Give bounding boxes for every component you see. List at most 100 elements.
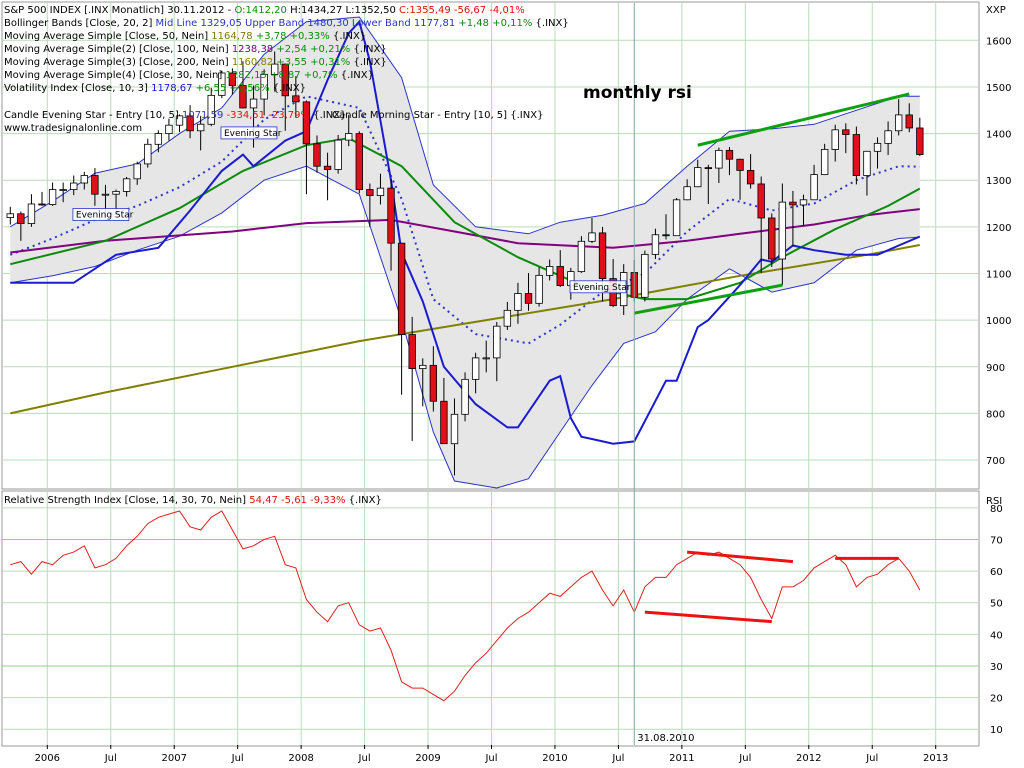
legend-row-values: 1282,15	[225, 70, 270, 81]
rsi-tick-label: 70	[990, 535, 1003, 546]
candle-body	[175, 115, 184, 126]
legend-row: Moving Average Simple [Close, 50, Nein] …	[4, 31, 366, 42]
legend-row-suffix: {.INX}	[333, 31, 366, 42]
candle-body	[810, 174, 818, 201]
candle-body	[101, 193, 110, 196]
candle	[799, 194, 808, 226]
candle	[355, 131, 363, 194]
rsi-tick-label: 30	[990, 662, 1003, 673]
pattern-label-box	[72, 208, 130, 221]
candle	[281, 63, 289, 131]
candle	[48, 182, 57, 206]
candle	[810, 164, 818, 201]
candle	[672, 197, 681, 237]
rsi-pane-frame	[1, 490, 980, 747]
candle-body	[6, 213, 14, 218]
legend-row-name: Moving Average Simple [Close, 50, Nein]	[4, 31, 211, 42]
candle	[588, 217, 596, 244]
candle-body	[281, 63, 289, 97]
candle-body	[408, 334, 416, 370]
legend-row-suffix: {.INX}	[273, 83, 306, 94]
date-marker: 31.08.2010	[633, 3, 695, 745]
price-header-high: H:1434,27	[290, 5, 342, 16]
pattern-label-text: Evening Star	[224, 129, 282, 139]
candle	[789, 190, 797, 247]
candle	[450, 398, 459, 476]
x-tick-label: 2007	[161, 753, 186, 764]
candle	[461, 372, 469, 422]
candle-body	[672, 199, 681, 237]
price-header: S&P 500 INDEX [.INX Monatlich] 30.11.201…	[4, 5, 525, 16]
candle	[122, 176, 131, 197]
pattern-label: Evening Star	[220, 126, 282, 140]
candle-body	[598, 232, 607, 280]
price-header-open: O:1412,20	[234, 5, 286, 16]
candle	[757, 176, 765, 274]
legend-row-change: +6,55 +0,56%	[196, 83, 273, 94]
rsi-series	[10, 510, 921, 702]
candle-body	[683, 186, 691, 201]
rsi-header-value: 54,47 -5,61 -9,33%	[249, 495, 345, 506]
candle	[514, 282, 522, 324]
price-trendline	[633, 283, 783, 315]
legend-row-change: +1,48 +0,11%	[458, 18, 535, 29]
candle-body	[70, 182, 78, 190]
legend-row-values: 1238,38	[232, 44, 277, 55]
candle-body	[429, 364, 438, 402]
price-tick-label: 1200	[986, 223, 1011, 234]
candle	[873, 137, 882, 169]
pattern-label-text: Evening Star	[76, 211, 134, 221]
candle	[228, 68, 237, 95]
pattern-label-box	[220, 126, 278, 140]
candle-body	[165, 124, 173, 134]
candle	[366, 183, 374, 227]
candle	[186, 105, 194, 139]
candle	[842, 123, 850, 154]
candle-body	[334, 139, 342, 170]
candle	[725, 147, 734, 176]
candle	[704, 164, 712, 204]
candle-body	[535, 274, 543, 304]
date-marker-label: 31.08.2010	[637, 733, 694, 744]
candle-body	[842, 129, 850, 135]
candle-body	[736, 158, 744, 171]
legend-evening-change: -334,51 -23,79%	[227, 110, 311, 121]
candle	[577, 236, 586, 274]
rsi-header: Relative Strength Index [Close, 14, 30, …	[4, 495, 382, 506]
candle	[778, 183, 787, 286]
rsi-tick-label: 80	[990, 504, 1003, 515]
candle	[133, 161, 141, 185]
legend-row-suffix: {.INX}	[354, 57, 387, 68]
candle	[535, 267, 543, 307]
candle	[694, 159, 702, 188]
candle	[387, 178, 395, 271]
candle	[768, 213, 776, 267]
candle	[641, 250, 649, 302]
price-tick-label: 700	[986, 456, 1005, 467]
legend-row-change: +3,78 +0,33%	[256, 31, 333, 42]
legend-evening-values: 1071,59	[182, 110, 223, 121]
candle-body	[789, 201, 797, 206]
candle-body	[694, 167, 702, 188]
price-header-close: C:1355,49 -56,67 -4,01%	[399, 5, 525, 16]
x-tick-label: 2009	[415, 753, 440, 764]
x-tick-label: Jul	[231, 753, 244, 764]
x-tick-label: 2012	[796, 753, 821, 764]
candle-body	[545, 266, 554, 276]
price-y-axis: 700 800 900 1000 1100 1200 1300 1400 1500 1600	[986, 36, 1011, 467]
candle-body	[662, 234, 670, 237]
pattern-label: Evening Star	[72, 208, 134, 221]
rsi-trendline	[687, 550, 794, 564]
legend-evening-suffix: {.INX}	[313, 110, 346, 121]
legend-row-values: 1164,78	[211, 31, 256, 42]
candle	[80, 171, 88, 190]
candle	[482, 340, 490, 373]
candle	[884, 121, 892, 156]
candle	[38, 191, 46, 206]
rsi-axis-title: RSI	[986, 496, 1002, 507]
candle-body	[144, 143, 152, 165]
pattern-label-text: Evening Star	[573, 283, 631, 293]
x-tick-label: Jul	[738, 753, 751, 764]
series-line-moving-average-simple-2-100	[10, 208, 920, 254]
